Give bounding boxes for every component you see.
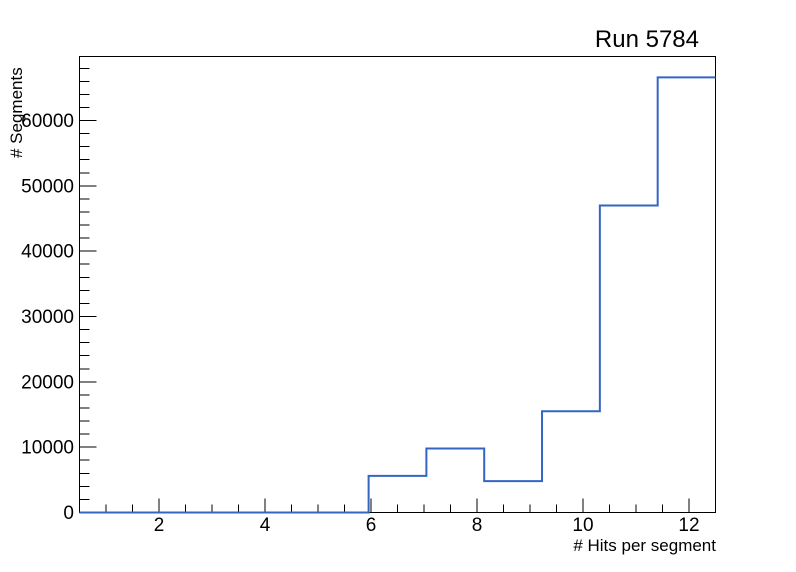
x-tick-label: 2 — [154, 515, 165, 536]
y-tick-label: 50000 — [21, 176, 74, 197]
plot-title: Run 5784 — [594, 26, 699, 53]
y-tick-label: 30000 — [21, 307, 74, 328]
x-tick-label: 12 — [678, 515, 699, 536]
x-axis-title: # Hits per segment — [573, 536, 716, 555]
plot-frame — [79, 56, 716, 513]
y-tick-label: 40000 — [21, 242, 74, 263]
x-tick-label: 4 — [260, 515, 271, 536]
x-tick-label: 8 — [472, 515, 483, 536]
y-tick-label: 10000 — [21, 438, 74, 459]
x-tick-label: 10 — [572, 515, 593, 536]
y-tick-label: 20000 — [21, 372, 74, 393]
x-tick-label: 6 — [366, 515, 377, 536]
y-tick-label: 60000 — [21, 111, 74, 132]
histogram-line — [79, 76, 716, 514]
y-tick-label: 0 — [63, 503, 74, 524]
y-axis-title: # Segments — [7, 67, 26, 158]
